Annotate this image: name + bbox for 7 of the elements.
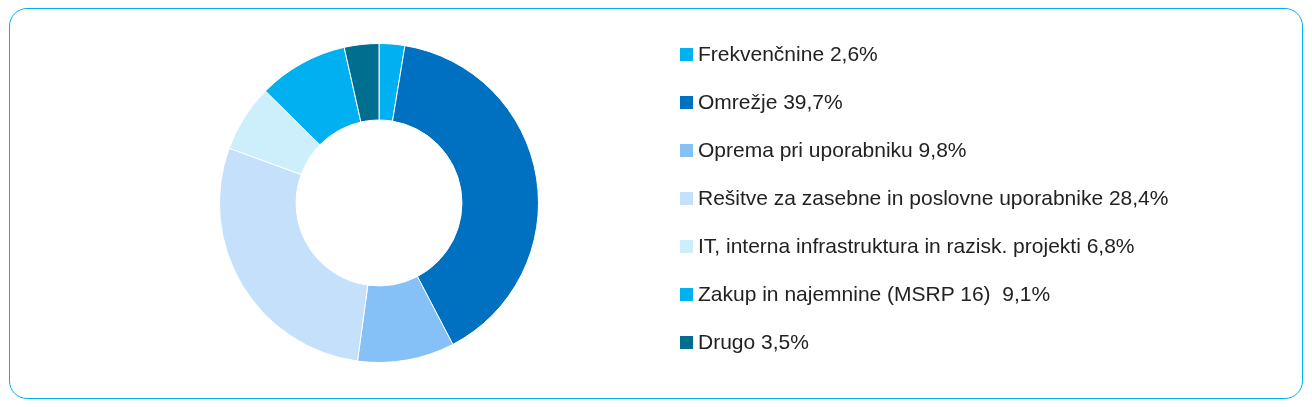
legend-label: Rešitve za zasebne in poslovne uporabnike 28,4% [698, 186, 1169, 210]
legend-label: Omrežje 39,7% [698, 90, 843, 114]
legend-label: Drugo 3,5% [698, 330, 809, 354]
legend-label: Oprema pri uporabniku 9,8% [698, 138, 967, 162]
legend-label: Frekvenčnine 2,6% [698, 42, 878, 66]
legend-label: Zakup in najemnine (MSRP 16) 9,1% [698, 282, 1051, 306]
legend-label: IT, interna infrastruktura in razisk. projekti 6,8% [698, 234, 1135, 258]
